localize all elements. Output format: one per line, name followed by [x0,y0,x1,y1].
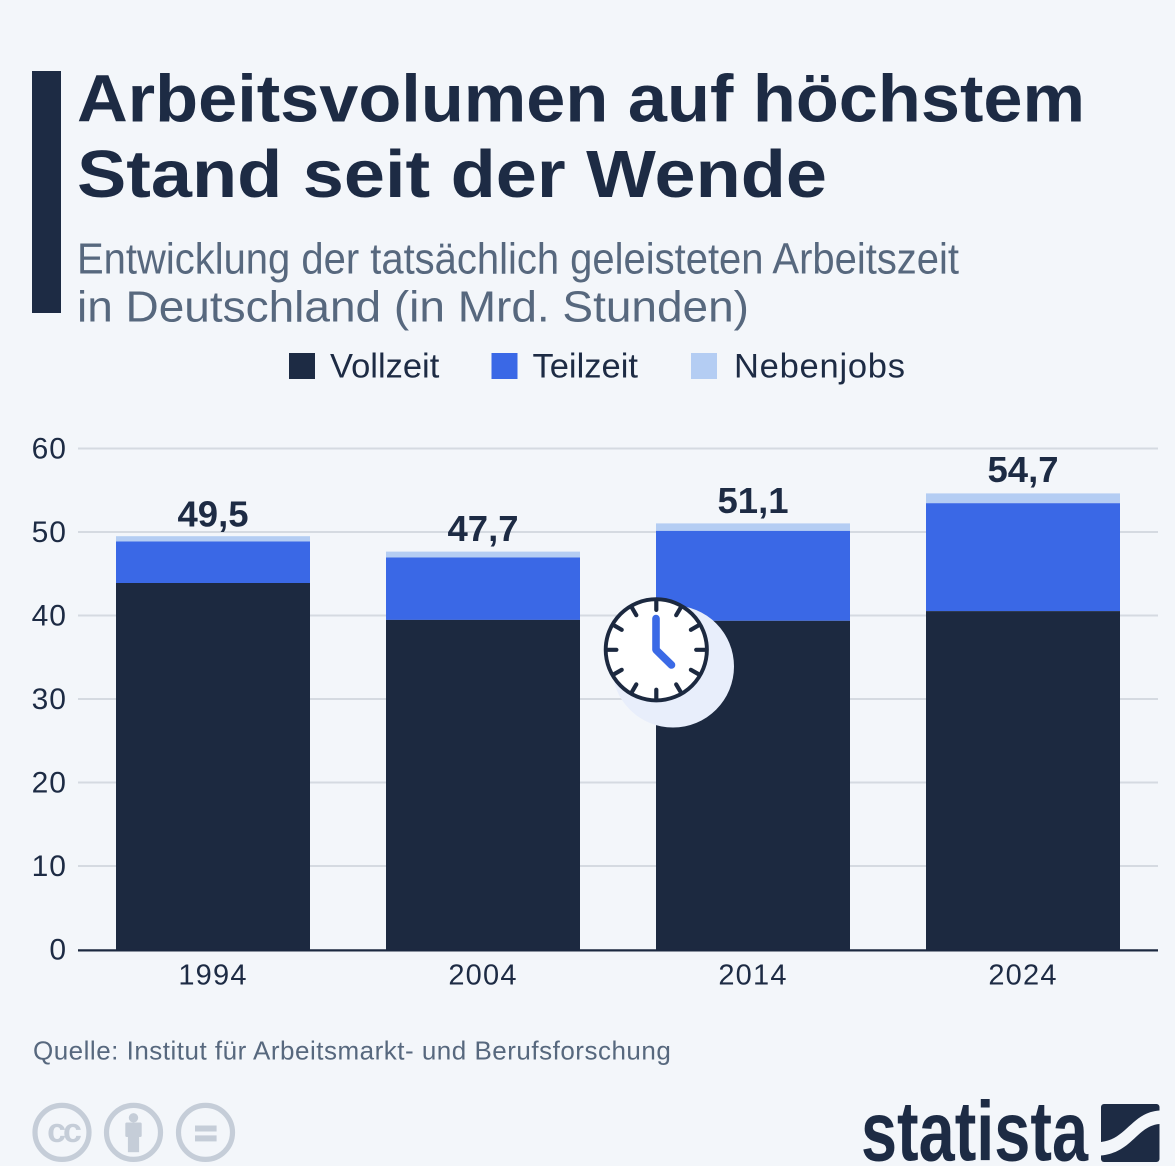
svg-text:Entwicklung der tatsächlich ge: Entwicklung der tatsächlich geleisteten … [77,235,959,284]
svg-text:2024: 2024 [988,960,1057,992]
svg-text:Stand seit der Wende: Stand seit der Wende [77,137,827,212]
svg-text:40: 40 [32,600,67,633]
svg-text:2004: 2004 [448,960,517,992]
svg-text:54,7: 54,7 [987,449,1058,490]
svg-text:50: 50 [32,516,67,549]
svg-text:10: 10 [32,850,67,883]
svg-text:Vollzeit: Vollzeit [330,347,440,385]
svg-text:Arbeitsvolumen auf höchstem: Arbeitsvolumen auf höchstem [77,61,1085,136]
svg-text:Teilzeit: Teilzeit [533,347,639,385]
svg-text:Quelle: Institut für Arbeitsma: Quelle: Institut für Arbeitsmarkt- und B… [33,1036,671,1066]
svg-text:in Deutschland (in Mrd. Stunde: in Deutschland (in Mrd. Stunden) [77,282,749,331]
svg-text:cc: cc [47,1112,81,1150]
svg-text:51,1: 51,1 [717,480,788,521]
svg-text:47,7: 47,7 [447,508,518,549]
svg-text:20: 20 [32,767,67,800]
svg-text:2014: 2014 [718,960,787,992]
svg-text:statista: statista [861,1085,1089,1166]
svg-text:Nebenjobs: Nebenjobs [734,347,905,385]
svg-text:60: 60 [32,433,67,466]
svg-text:0: 0 [49,934,67,967]
svg-text:1994: 1994 [178,960,247,992]
svg-text:49,5: 49,5 [177,494,248,535]
svg-text:30: 30 [32,683,67,716]
